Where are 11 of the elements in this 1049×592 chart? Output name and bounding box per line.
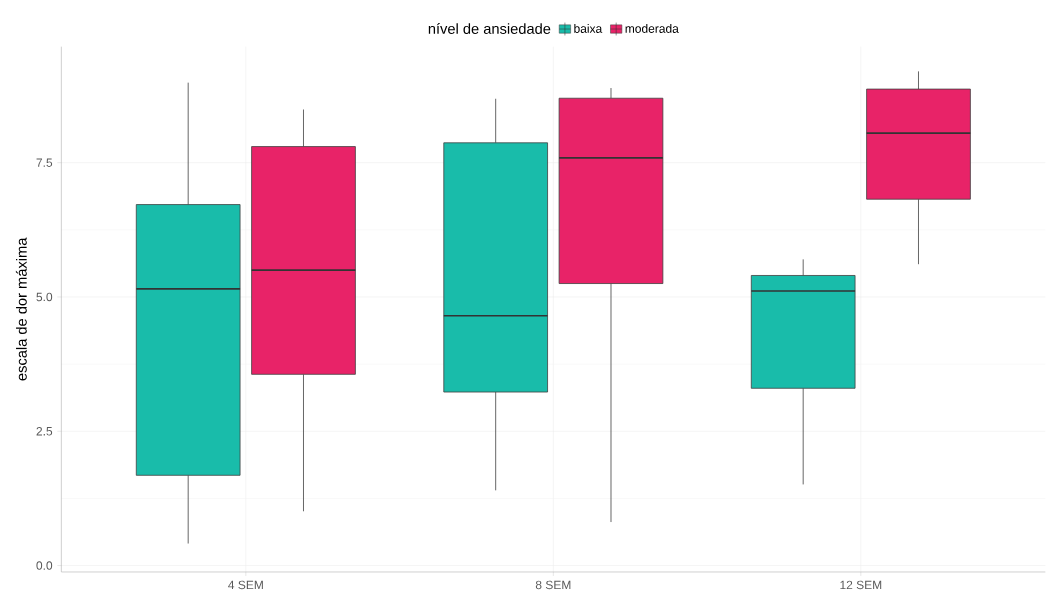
y-tick-label: 0.0 [36,561,53,570]
legend-label: moderada [625,24,679,33]
legend-label: baixa [574,24,603,33]
y-axis-title: escala de dor máxima [15,237,27,381]
y-tick-label: 7.5 [36,158,53,167]
x-tick-label: 8 SEM [535,580,571,590]
legend-title: nível de ansiedade [428,23,551,34]
x-tick-label: 12 SEM [840,580,882,590]
x-tick-label: 4 SEM [228,580,263,590]
y-tick-label: 2.5 [36,427,53,436]
y-tick-label: 5.0 [36,292,53,302]
